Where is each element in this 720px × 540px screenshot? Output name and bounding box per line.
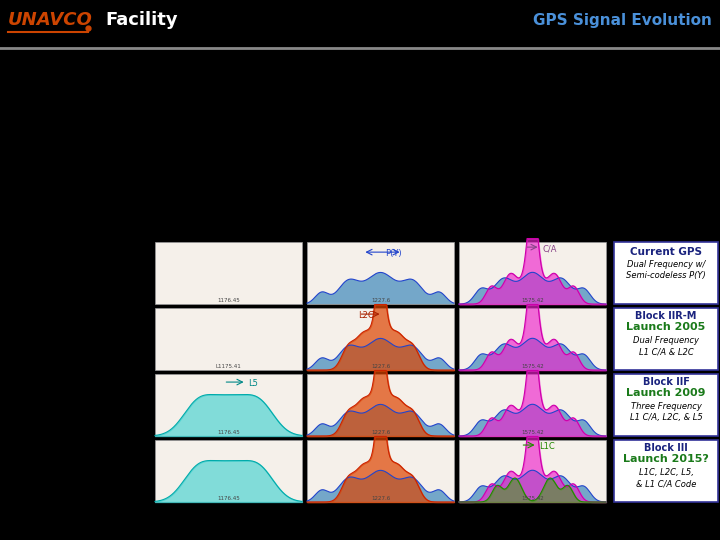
Text: 1227.6: 1227.6 [371, 364, 390, 369]
Text: L1: L1 [525, 510, 540, 520]
Text: L5: L5 [248, 379, 258, 388]
Text: 1227.6: 1227.6 [371, 298, 390, 303]
Text: L1 C/A, L2C, & L5: L1 C/A, L2C, & L5 [629, 413, 703, 422]
Bar [307, 308, 454, 370]
Text: RNSS Band: RNSS Band [353, 521, 408, 530]
Text: since 2005. (7 healthy): since 2005. (7 healthy) [40, 80, 232, 98]
FancyBboxPatch shape [614, 242, 718, 304]
Text: Unencrypted code: Unencrypted code [58, 101, 201, 115]
Text: 1575.42: 1575.42 [521, 298, 544, 303]
Text: 3 in 2010: 3 in 2010 [68, 208, 127, 221]
Text: Launch 2005: Launch 2005 [626, 322, 706, 332]
Text: Civilian code on L2 carrier broadcast by 8 Block IIR-M SV’s: Civilian code on L2 carrier broadcast by… [64, 61, 557, 79]
Text: 10 Block IIF SV’s to carry L5: 10 Block IIF SV’s to carry L5 [58, 192, 278, 206]
Text: L2C:: L2C: [28, 61, 69, 79]
Text: UNAVCO: UNAVCO [8, 11, 93, 29]
Text: Demonstration signal launched 3/2009 on PRN01 (SVN49): Demonstration signal launched 3/2009 on … [58, 161, 512, 175]
Bar [459, 440, 606, 502]
Text: 1227.6: 1227.6 [371, 496, 390, 501]
Text: L5: L5 [221, 510, 236, 520]
Text: Semi-codeless P(Y): Semi-codeless P(Y) [626, 271, 706, 280]
Text: •: • [58, 178, 65, 188]
Text: –: – [45, 118, 53, 133]
Text: 1575.42: 1575.42 [521, 364, 544, 369]
Text: •: • [58, 209, 65, 219]
Text: Block IIR-M: Block IIR-M [635, 311, 697, 321]
FancyBboxPatch shape [614, 440, 718, 502]
Text: L1C: L1C [539, 442, 555, 451]
Text: P(Y): P(Y) [385, 249, 402, 258]
Text: L2: L2 [373, 510, 388, 520]
Text: Provides 6-12 dB-Hz SNR improvement over P2, stronger than L1 C/A.: Provides 6-12 dB-Hz SNR improvement over… [58, 117, 606, 131]
Text: 1575.42: 1575.42 [521, 496, 544, 501]
Text: L2C: L2C [359, 311, 374, 320]
Bar [155, 308, 302, 370]
Text: •: • [58, 222, 65, 232]
Text: L1 C/A & L2C: L1 C/A & L2C [639, 347, 693, 356]
Text: Dual Frequency w/: Dual Frequency w/ [627, 260, 705, 269]
Bar [459, 374, 606, 436]
Bar [155, 242, 302, 304]
Text: 1575.42: 1575.42 [521, 430, 544, 435]
Text: L1175.41: L1175.41 [215, 364, 241, 369]
Text: 1176.45: 1176.45 [217, 430, 240, 435]
Bar [307, 440, 454, 502]
Text: Launches complete by 2013?: Launches complete by 2013? [68, 221, 251, 234]
Text: Three Frequency: Three Frequency [631, 402, 701, 411]
Text: Facility: Facility [105, 11, 178, 29]
FancyBboxPatch shape [614, 374, 718, 436]
Text: Third carrier frequency: Third carrier frequency [58, 137, 327, 156]
Text: Launch 2009: Launch 2009 [626, 388, 706, 398]
Bar [307, 374, 454, 436]
FancyBboxPatch shape [614, 308, 718, 370]
Bar [459, 242, 606, 304]
Text: L1C, L2C, L5,: L1C, L2C, L5, [639, 468, 693, 477]
Bar [307, 242, 454, 304]
Text: 1176.45: 1176.45 [217, 298, 240, 303]
Text: Needed to reserve L5 with ITU.: Needed to reserve L5 with ITU. [68, 177, 262, 190]
Bar [459, 308, 606, 370]
Text: GPS Signal Evolution: GPS Signal Evolution [533, 12, 712, 28]
Text: –: – [45, 162, 53, 177]
Bar [155, 440, 302, 502]
Text: Block III: Block III [644, 443, 688, 453]
Text: –: – [45, 102, 53, 117]
Text: 1227.6: 1227.6 [371, 430, 390, 435]
Text: ARNS/RNSS Band: ARNS/RNSS Band [185, 521, 272, 530]
Text: ARNS/RNSS Band: ARNS/RNSS Band [489, 521, 576, 530]
Text: C/A: C/A [542, 244, 557, 253]
Text: Block IIF: Block IIF [642, 377, 690, 387]
Text: L5:: L5: [28, 137, 62, 156]
Text: & L1 C/A Code: & L1 C/A Code [636, 479, 696, 488]
Text: Current GPS: Current GPS [630, 247, 702, 257]
Text: 1176.45: 1176.45 [217, 496, 240, 501]
Text: •: • [12, 138, 24, 157]
Text: –: – [45, 193, 53, 208]
Text: •: • [12, 62, 24, 81]
Text: Dual Frequency: Dual Frequency [633, 336, 699, 345]
Bar [155, 374, 302, 436]
Text: Launch 2015?: Launch 2015? [623, 454, 709, 464]
